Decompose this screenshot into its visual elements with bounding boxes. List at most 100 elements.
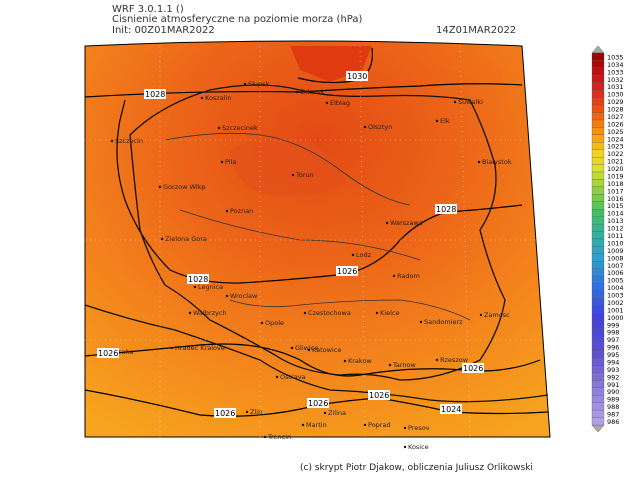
city-label: Zlin [250,408,262,416]
colorbar-cell [591,298,605,307]
colorbar-label: 990 [607,388,619,396]
colorbar-label: 1033 [607,68,624,76]
colorbar-cell [591,209,605,217]
isobar [116,99,523,284]
city-marker [303,311,307,315]
city-label: Szczecin [115,137,143,145]
colorbar-cell [591,305,605,314]
colorbar-label: 1029 [607,98,624,106]
grid-lines [85,45,545,438]
colorbar-label: 1003 [607,292,624,300]
city-label: Lodz [356,251,372,259]
isobar-label: 1028 [436,205,456,214]
colorbar-cell [591,134,605,143]
colorbar-cell [591,253,605,262]
colorbar-label: 1000 [607,314,624,322]
colorbar-cell [591,268,605,277]
isobar-label-bg [440,404,462,414]
city-label: Praha [115,348,134,356]
city-marker [453,100,457,104]
colorbar-cell [591,246,605,255]
map-title: Cisnienie atmosferyczne na poziomie morz… [112,14,363,25]
city-marker [245,410,249,414]
lat-lon-grid [85,45,545,438]
city-marker [188,311,192,315]
colorbar-cell [591,261,605,269]
city-marker [385,221,389,225]
isobar-label-bg [97,348,119,358]
colorbar-cell [591,350,605,359]
colorbar-label: 998 [607,329,619,337]
colorbar-label: 1011 [607,232,624,240]
colorbar-label: 1010 [607,239,624,247]
city-label: Bialystok [482,158,512,166]
colorbar-cell [591,313,605,321]
colorbar-cell [591,328,605,336]
city-marker [225,209,229,213]
isobar-label: 1028 [145,90,165,99]
isobar-label: 1026 [98,349,118,358]
city-marker [403,445,407,449]
colorbar-label: 1027 [607,113,624,121]
colorbar-cell [591,335,605,344]
city-marker [301,423,305,427]
borders [84,84,549,403]
colorbar-label: 1001 [607,306,624,314]
isobar-label-bg [368,390,390,400]
country-border [84,304,549,403]
colorbar-label: 994 [607,358,619,366]
city-marker [388,363,392,367]
colorbar-label: 1025 [607,128,624,136]
city-label: Kielce [380,309,399,317]
city-label: Szczecinek [222,124,258,132]
colorbar-label: 1008 [607,254,624,262]
isobar-label: 1026 [337,267,357,276]
colorbar-label: 996 [607,344,619,352]
city-label: Elblag [330,99,350,107]
city-marker [110,139,114,143]
city-marker [435,119,439,123]
city-label: Krakow [348,357,372,365]
colorbar-cell [591,186,605,195]
isobar-label-bg [336,266,358,276]
city-marker [351,253,355,257]
colorbar-cell [591,380,605,388]
city-label: Kosice [408,443,429,451]
colorbar-cell [591,290,605,299]
colorbar-cell [591,417,605,426]
colorbar-label: 992 [607,373,619,381]
city-marker [193,285,197,289]
isobar [84,389,549,417]
city-marker [263,435,267,439]
colorbar-label: 999 [607,321,619,329]
colorbar-cell [591,67,605,76]
city-marker [343,359,347,363]
colorbar-label: 1002 [607,299,624,307]
colorbar-label: 997 [607,336,619,344]
colorbar-label: 1021 [607,158,624,166]
isobar-label-bg [346,71,368,81]
colorbar-cell [591,75,605,83]
city-label: Olsztyn [368,123,392,131]
colorbar-label: 1007 [607,262,624,270]
city-marker [435,358,439,362]
valid-time: 14Z01MAR2022 [436,25,516,36]
city-label: Radom [397,272,420,280]
region-border [164,132,411,206]
city-label: Gliwice [295,344,318,352]
city-marker [291,173,295,177]
city-marker [419,320,423,324]
colorbar-cell [591,179,605,188]
city-label: Rzeszow [440,356,469,364]
country-border [129,84,506,381]
colorbar-label: 989 [607,396,619,404]
city-label: Walbrzych [193,309,227,317]
high-pressure-area [230,136,345,197]
colorbar-cell [591,365,605,374]
city-label: Legnica [198,283,223,291]
colorbar-label: 1012 [607,225,624,233]
colorbar-cell [591,231,605,240]
isobar-label: 1030 [347,72,367,81]
colorbar-cell [591,60,605,69]
colorbar-cell [591,52,605,61]
